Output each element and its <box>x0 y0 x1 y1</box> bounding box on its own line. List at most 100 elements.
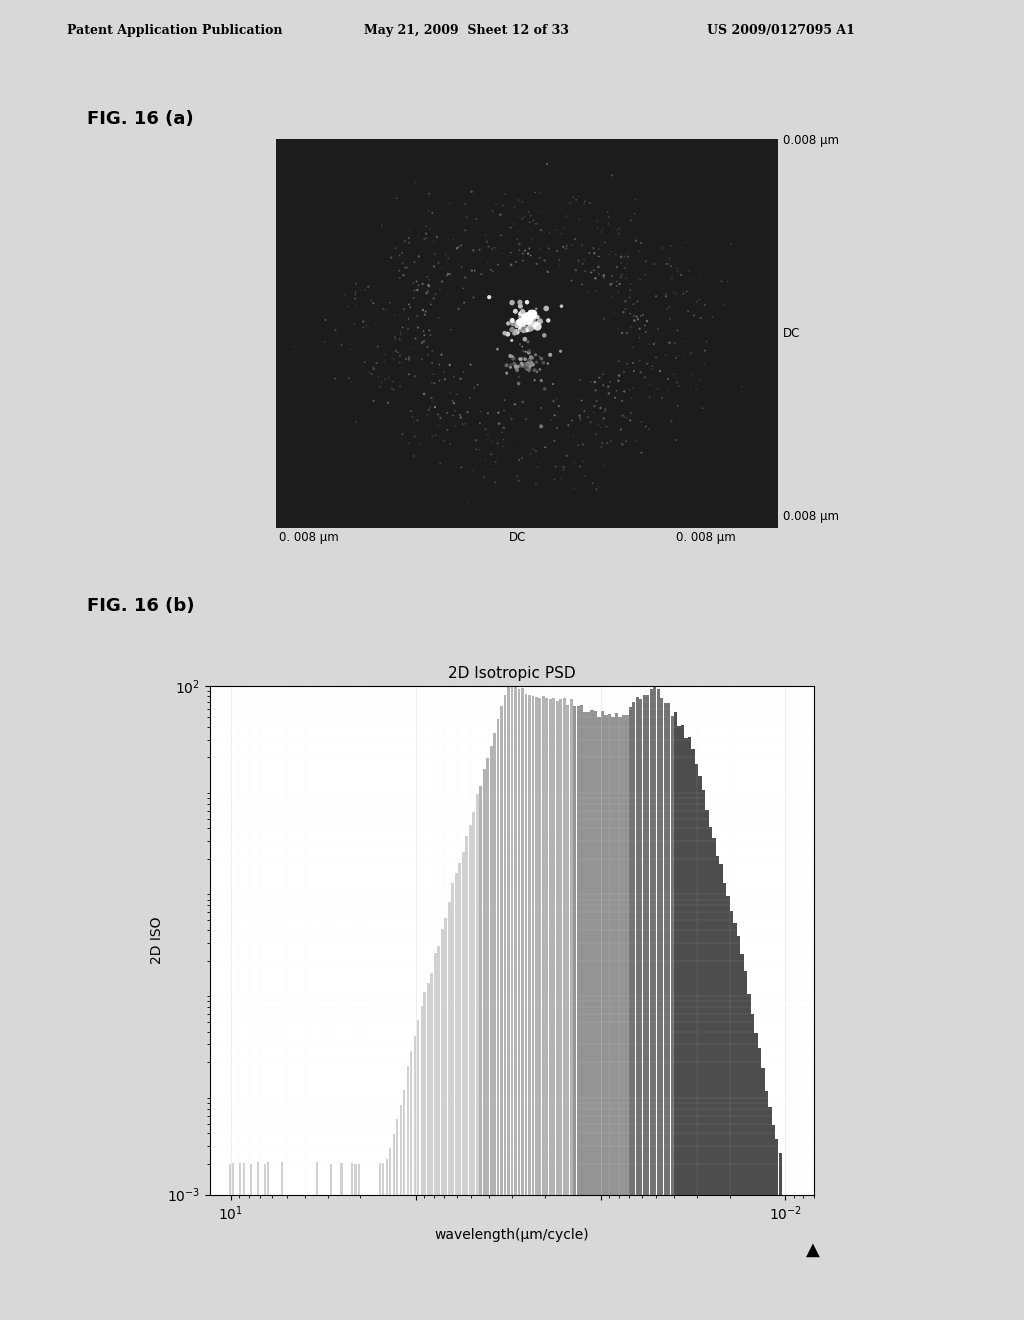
Point <box>662 253 678 275</box>
Point <box>446 400 463 421</box>
Point <box>746 428 763 449</box>
Point <box>365 438 381 459</box>
Point <box>627 209 643 230</box>
Point <box>638 253 654 275</box>
Point <box>641 334 657 355</box>
Point <box>555 457 571 478</box>
Point <box>515 301 531 322</box>
Point <box>623 317 639 338</box>
Point <box>698 379 715 400</box>
Point <box>445 153 462 174</box>
Point <box>553 152 569 173</box>
Point <box>613 480 630 502</box>
Point <box>639 366 655 387</box>
Point <box>618 181 635 202</box>
Point <box>611 209 628 230</box>
Point <box>519 310 536 331</box>
Point <box>497 260 513 281</box>
Point <box>316 331 333 352</box>
Point <box>698 321 715 342</box>
Point <box>577 341 593 362</box>
Point <box>483 288 500 309</box>
Point <box>572 228 589 249</box>
Point <box>425 364 441 385</box>
Point <box>654 238 671 259</box>
Point <box>696 495 713 516</box>
Point <box>351 449 368 470</box>
Bar <box>357 1164 360 1195</box>
Point <box>648 218 665 239</box>
Point <box>642 451 658 473</box>
Point <box>468 438 484 459</box>
Point <box>561 215 578 236</box>
Point <box>421 276 437 297</box>
Point <box>552 341 568 362</box>
Point <box>546 236 562 257</box>
Point <box>360 298 377 319</box>
Point <box>691 264 708 285</box>
Point <box>439 420 456 441</box>
Point <box>514 337 530 358</box>
Bar <box>601 711 604 1195</box>
Point <box>291 211 307 232</box>
Point <box>622 149 638 170</box>
Point <box>604 395 621 416</box>
Point <box>440 173 457 194</box>
Point <box>343 491 359 512</box>
Point <box>677 347 693 368</box>
Point <box>391 164 408 185</box>
Point <box>651 147 668 168</box>
Bar <box>417 1020 419 1195</box>
Point <box>422 300 438 321</box>
Point <box>403 370 420 391</box>
Point <box>744 199 761 220</box>
Point <box>462 459 478 480</box>
Point <box>613 211 630 232</box>
Point <box>303 325 319 346</box>
Point <box>388 446 404 467</box>
Point <box>484 186 501 207</box>
Point <box>378 226 394 247</box>
Point <box>514 317 530 338</box>
Point <box>612 247 629 268</box>
Point <box>297 309 313 330</box>
Point <box>332 461 348 482</box>
Point <box>296 136 312 157</box>
Point <box>597 401 613 422</box>
Point <box>326 352 342 374</box>
Point <box>545 391 561 412</box>
Point <box>520 298 537 319</box>
Point <box>410 280 426 301</box>
Point <box>709 478 725 499</box>
Point <box>528 143 545 164</box>
Bar <box>660 697 664 1195</box>
Point <box>489 339 506 360</box>
Point <box>602 273 618 294</box>
Point <box>530 213 547 234</box>
Point <box>281 300 297 321</box>
Point <box>413 490 429 511</box>
Bar <box>243 1163 245 1195</box>
Point <box>518 339 535 360</box>
Point <box>518 305 535 326</box>
Bar <box>444 919 447 1195</box>
Point <box>705 168 721 189</box>
Point <box>514 314 530 335</box>
Point <box>520 354 537 375</box>
Point <box>610 490 627 511</box>
Point <box>353 352 370 374</box>
Point <box>542 306 558 327</box>
Point <box>436 197 453 218</box>
Point <box>366 236 382 257</box>
Point <box>580 506 596 527</box>
Point <box>529 507 546 528</box>
Point <box>495 263 511 284</box>
Point <box>519 310 536 331</box>
Point <box>552 364 568 385</box>
Point <box>395 194 412 215</box>
Point <box>438 265 455 286</box>
Point <box>679 281 695 302</box>
Point <box>346 313 362 334</box>
Point <box>574 209 591 230</box>
Point <box>503 354 519 375</box>
